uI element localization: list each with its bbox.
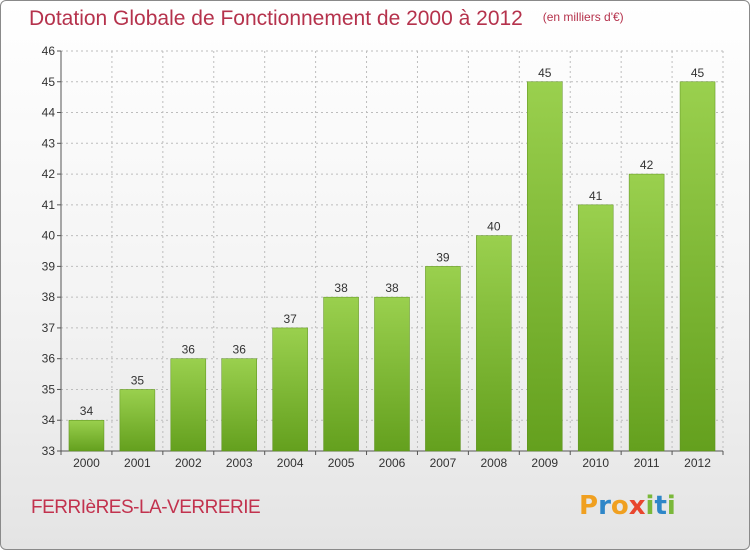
logo-letter: i [666, 491, 676, 521]
chart-title-text: Dotation Globale de Fonctionnement de 20… [29, 7, 523, 30]
y-tick-label: 39 [42, 259, 56, 273]
commune-name: FERRIèRES-LA-VERRERIE [31, 497, 261, 518]
bar-2007 [425, 266, 461, 452]
x-tick-label-2011: 2011 [634, 456, 660, 470]
y-tick-label: 38 [42, 290, 56, 304]
bars [68, 81, 716, 452]
x-tick-label-2001: 2001 [124, 456, 151, 470]
y-tick-label: 37 [42, 321, 56, 335]
data-label-2007: 39 [436, 250, 450, 264]
x-tick-label-2009: 2009 [531, 456, 558, 470]
y-tick-label: 44 [42, 106, 56, 120]
data-label-2002: 36 [182, 343, 196, 357]
y-tick-label: 36 [42, 352, 56, 366]
x-tick-label-2007: 2007 [430, 456, 457, 470]
bar-2011 [628, 173, 665, 452]
logo-letter: r [598, 491, 611, 521]
y-tick-label: 43 [42, 136, 56, 150]
bar-2005 [323, 296, 359, 452]
x-tick-label-2006: 2006 [379, 456, 406, 470]
y-tick-label: 33 [42, 444, 56, 458]
bar-2009 [527, 81, 563, 452]
data-label-2012: 45 [691, 66, 705, 80]
bar-2010 [577, 204, 614, 452]
proxiti-logo: Proxiti [579, 491, 676, 521]
bar-2006 [374, 296, 410, 452]
x-tick-label-2002: 2002 [175, 456, 202, 470]
x-tick-label-2008: 2008 [480, 456, 507, 470]
data-label-2006: 38 [385, 281, 399, 295]
data-label-2011: 42 [640, 158, 654, 172]
bar-2002 [170, 358, 207, 452]
data-label-2004: 37 [283, 312, 297, 326]
bar-2008 [476, 235, 512, 452]
bar-2001 [119, 389, 156, 452]
chart-subtitle: (en milliers d'€) [542, 10, 624, 24]
bar-2004 [272, 327, 308, 452]
x-tick-label-2005: 2005 [328, 456, 355, 470]
bar-2003 [221, 358, 257, 452]
y-tick-label: 42 [42, 167, 56, 181]
data-label-2001: 35 [131, 373, 145, 387]
logo-letter: t [654, 491, 667, 521]
x-tick-label-2004: 2004 [277, 456, 304, 470]
data-label-2009: 45 [538, 66, 552, 80]
bar-2000 [68, 419, 105, 452]
y-tick-label: 46 [42, 44, 56, 58]
logo-letter: P [579, 491, 599, 521]
data-label-2005: 38 [334, 281, 348, 295]
data-label-2010: 41 [589, 189, 603, 203]
x-tick-label-2010: 2010 [582, 456, 609, 470]
y-tick-label: 34 [42, 413, 56, 427]
x-tick-label-2012: 2012 [684, 456, 711, 470]
data-labels: 34 35 36 36 37 38 38 39 40 45 41 42 45 [80, 66, 705, 418]
y-tick-label: 41 [42, 198, 56, 212]
logo-letter: o [610, 491, 629, 521]
y-tick-label: 40 [42, 229, 56, 243]
logo-letter: x [628, 491, 646, 521]
bar-2012 [679, 81, 716, 452]
x-tick-label-2000: 2000 [73, 456, 100, 470]
x-tick-label-2003: 2003 [226, 456, 253, 470]
y-tick-label: 45 [42, 75, 56, 89]
data-label-2000: 34 [80, 404, 94, 418]
data-label-2008: 40 [487, 220, 501, 234]
logo-letter: i [645, 491, 655, 521]
y-tick-label: 35 [42, 382, 56, 396]
chart-title: Dotation Globale de Fonctionnement de 20… [29, 7, 624, 31]
data-label-2003: 36 [233, 343, 247, 357]
